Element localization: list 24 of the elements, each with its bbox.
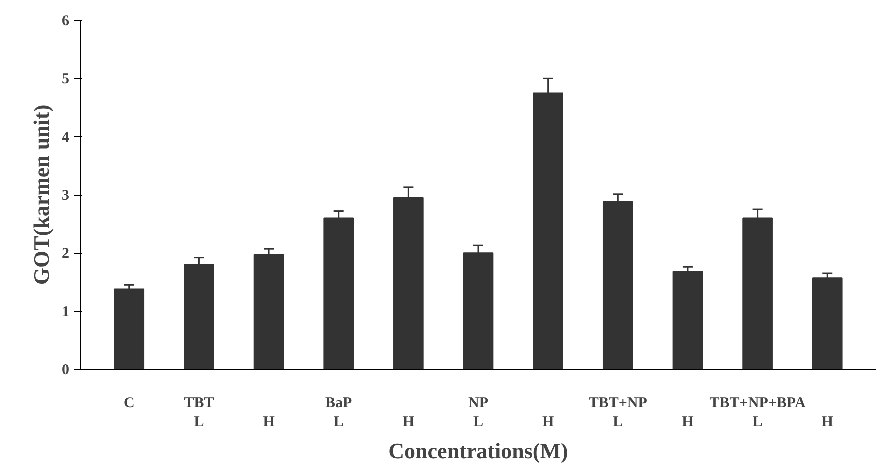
x-tick-label: H	[822, 414, 834, 431]
bar	[812, 278, 843, 370]
y-tick-label: 3	[62, 188, 70, 204]
x-tick-label: NP L	[468, 396, 488, 431]
y-tick-label: 0	[62, 362, 70, 378]
y-tick-label: 5	[62, 72, 70, 88]
x-tick-label: BaP L	[326, 396, 352, 431]
y-tick-label: 1	[62, 304, 70, 320]
x-tick-label: TBT+NP+BPA L	[710, 396, 806, 431]
x-axis-title: Concentrations(M)	[388, 438, 568, 464]
bar	[672, 271, 704, 370]
y-tick-label: 2	[62, 246, 70, 262]
x-tick-label: H	[402, 414, 415, 431]
y-tick-label: 4	[62, 130, 70, 146]
x-tick-label: H	[263, 414, 276, 431]
x-tick-label: TBT L	[184, 396, 214, 431]
x-tick-label: C	[124, 396, 135, 412]
x-tick-label: TBT+NP L	[588, 396, 648, 431]
bar	[254, 254, 284, 370]
y-axis-title: GOT(karmen unit)	[29, 104, 54, 286]
bar	[114, 288, 145, 370]
y-tick-label: 6	[62, 14, 70, 30]
x-tick-label: H	[542, 414, 554, 431]
x-tick-label: H	[682, 414, 694, 431]
